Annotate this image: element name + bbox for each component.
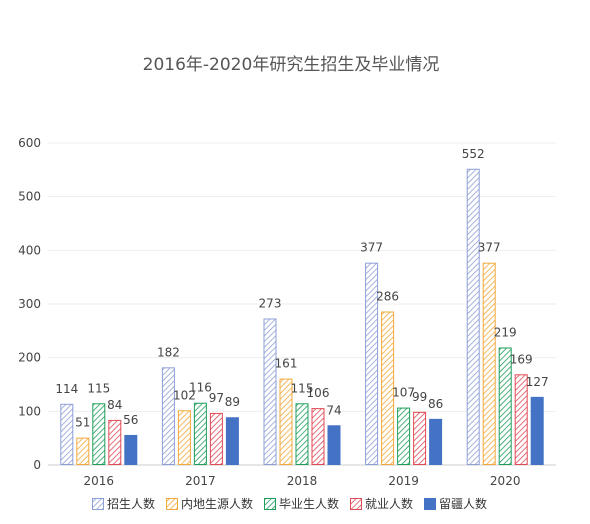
legend-label: 就业人数	[365, 496, 413, 511]
bar-2016-series-2	[92, 403, 106, 465]
x-tick-label: 2019	[388, 474, 419, 488]
data-label: 273	[259, 296, 282, 310]
grid-lines	[48, 142, 556, 466]
legend-swatch	[424, 498, 436, 510]
data-label: 51	[75, 416, 90, 430]
bar-2020-series-0	[466, 168, 480, 465]
data-label: 74	[326, 403, 341, 417]
data-label: 552	[462, 147, 485, 161]
bar-2016-series-3	[108, 419, 122, 466]
data-label: 86	[428, 397, 443, 411]
bar-2018-series-2	[295, 403, 309, 465]
x-tick-label: 2020	[490, 474, 521, 488]
x-tick-label: 2016	[84, 474, 115, 488]
y-tick-label: 200	[18, 351, 41, 365]
legend-item[interactable]: 留疆人数	[424, 496, 488, 511]
y-tick-label: 100	[18, 404, 41, 418]
data-label: 161	[275, 357, 298, 371]
y-tick-label: 300	[18, 297, 41, 311]
data-label: 106	[307, 386, 330, 400]
data-label: 107	[392, 386, 415, 400]
legend-item[interactable]: 招生人数	[92, 496, 156, 511]
legend-label: 内地生源人数	[181, 496, 253, 511]
legend-swatch	[350, 498, 362, 510]
data-label: 127	[526, 375, 549, 389]
data-label: 286	[376, 290, 399, 304]
data-label: 115	[291, 381, 314, 395]
bar-2017-series-2	[193, 402, 207, 466]
data-label: 219	[494, 325, 517, 339]
chart-title: 2016年-2020年研究生招生及毕业情况	[143, 55, 440, 75]
bar-2017-series-1	[177, 410, 191, 466]
bar-2019-series-2	[397, 407, 411, 465]
bar-2017-series-0	[161, 367, 175, 465]
data-label: 114	[55, 382, 78, 396]
legend: 招生人数 内地生源人数 毕业生人数 就业人数 留疆人数	[92, 496, 488, 511]
data-label: 377	[360, 241, 383, 255]
data-label: 97	[209, 391, 224, 405]
x-tick-label: 2017	[185, 474, 216, 488]
bar-2017-series-3	[209, 412, 223, 465]
data-label: 99	[412, 390, 427, 404]
data-label: 116	[189, 381, 212, 395]
data-label: 102	[173, 388, 196, 402]
legend-label: 留疆人数	[439, 496, 487, 511]
legend-label: 招生人数	[107, 496, 155, 511]
data-label: 182	[157, 345, 180, 359]
data-label: 115	[87, 381, 110, 395]
y-tick-label: 400	[18, 243, 41, 257]
bars	[60, 168, 544, 466]
bar-2019-series-0	[365, 262, 379, 465]
data-label: 169	[510, 352, 533, 366]
bar-2020-series-4	[530, 396, 544, 465]
data-label: 89	[225, 395, 240, 409]
y-axis-ticks: 0 100 200 300 400 500 600	[18, 136, 41, 472]
bar-2018-series-1	[279, 378, 293, 466]
bar-2016-series-0	[60, 403, 74, 466]
bar-2019-series-1	[381, 311, 395, 465]
bar-2018-series-3	[311, 408, 325, 466]
y-tick-label: 0	[33, 458, 41, 472]
bar-2019-series-4	[429, 418, 443, 466]
legend-item[interactable]: 内地生源人数	[166, 496, 254, 511]
legend-swatch	[166, 498, 178, 510]
bar-2019-series-3	[413, 411, 427, 465]
bar-2018-series-4	[327, 425, 341, 465]
legend-label: 毕业生人数	[279, 496, 339, 511]
legend-swatch	[264, 498, 276, 510]
y-tick-label: 500	[18, 190, 41, 204]
legend-item[interactable]: 毕业生人数	[264, 496, 340, 511]
data-label: 84	[107, 398, 122, 412]
bar-2020-series-2	[498, 347, 512, 465]
y-tick-label: 600	[18, 136, 41, 150]
legend-item[interactable]: 就业人数	[350, 496, 414, 511]
x-tick-label: 2018	[287, 474, 318, 488]
data-label: 377	[478, 241, 501, 255]
bar-2018-series-0	[263, 318, 277, 465]
bar-2016-series-1	[76, 437, 90, 466]
bar-2017-series-4	[225, 417, 239, 465]
data-label: 56	[123, 413, 138, 427]
legend-swatch	[92, 498, 104, 510]
bar-2020-series-1	[482, 262, 496, 465]
bar-2016-series-4	[124, 434, 138, 465]
bar-2020-series-3	[514, 374, 528, 466]
x-axis-ticks: 2016 2017 2018 2019 2020	[84, 474, 521, 488]
